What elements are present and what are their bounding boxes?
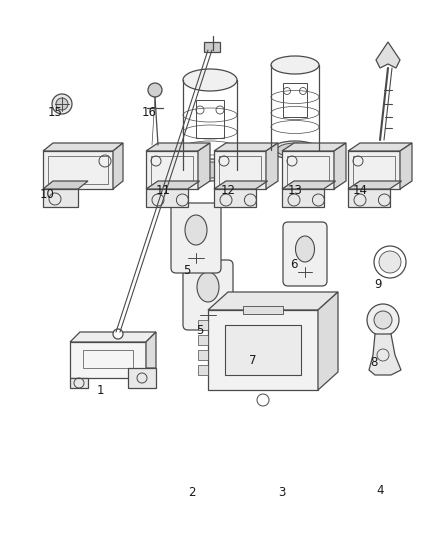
Text: 5: 5 [196, 324, 204, 336]
Ellipse shape [197, 272, 219, 302]
Polygon shape [282, 151, 334, 189]
Text: 9: 9 [374, 279, 382, 292]
Ellipse shape [277, 143, 313, 157]
FancyBboxPatch shape [183, 260, 233, 330]
Polygon shape [43, 143, 123, 151]
Bar [151, 156, 193, 184]
Polygon shape [348, 181, 402, 189]
Circle shape [148, 83, 162, 97]
Text: 5: 5 [184, 263, 191, 277]
Bar [196, 100, 224, 138]
Circle shape [52, 94, 72, 114]
Bar [198, 320, 208, 330]
Text: 16: 16 [141, 107, 156, 119]
Ellipse shape [185, 215, 207, 245]
Text: 14: 14 [353, 183, 367, 197]
Ellipse shape [183, 159, 237, 181]
Text: 3: 3 [278, 486, 286, 498]
Polygon shape [208, 292, 338, 310]
Polygon shape [214, 189, 256, 207]
Polygon shape [43, 151, 113, 189]
Polygon shape [198, 143, 210, 189]
Ellipse shape [271, 141, 319, 159]
Text: 2: 2 [188, 486, 196, 498]
Bar [48, 156, 108, 184]
Text: 15: 15 [48, 107, 63, 119]
Polygon shape [376, 42, 400, 68]
Polygon shape [70, 378, 88, 388]
Bar [198, 365, 208, 375]
Polygon shape [282, 143, 346, 151]
Bar [219, 156, 261, 184]
Text: 11: 11 [155, 183, 170, 197]
Bar [243, 306, 283, 314]
Text: 7: 7 [249, 353, 257, 367]
Polygon shape [146, 189, 187, 207]
Polygon shape [348, 189, 389, 207]
Bar [353, 156, 395, 184]
Polygon shape [214, 143, 278, 151]
Polygon shape [146, 143, 210, 151]
Ellipse shape [183, 69, 237, 91]
Polygon shape [348, 151, 400, 189]
Text: 6: 6 [290, 259, 298, 271]
Polygon shape [334, 143, 346, 189]
Ellipse shape [271, 56, 319, 74]
Polygon shape [43, 181, 88, 189]
Polygon shape [282, 189, 324, 207]
Polygon shape [282, 181, 336, 189]
Polygon shape [43, 189, 78, 207]
Text: 12: 12 [220, 183, 236, 197]
Bar [225, 325, 301, 375]
Circle shape [113, 329, 123, 339]
Circle shape [367, 304, 399, 336]
Circle shape [374, 246, 406, 278]
Polygon shape [128, 368, 156, 388]
Polygon shape [70, 342, 146, 378]
Bar [83, 350, 133, 368]
Polygon shape [266, 143, 278, 189]
Text: 10: 10 [39, 189, 54, 201]
Text: 13: 13 [288, 183, 302, 197]
Polygon shape [400, 143, 412, 189]
Polygon shape [318, 292, 338, 390]
Text: 8: 8 [370, 356, 378, 368]
Polygon shape [214, 181, 268, 189]
Circle shape [56, 98, 68, 110]
Bar [198, 350, 208, 360]
FancyBboxPatch shape [171, 203, 221, 273]
Circle shape [374, 311, 392, 329]
Bar [283, 83, 307, 117]
Bar [198, 335, 208, 345]
Ellipse shape [296, 236, 314, 262]
Polygon shape [369, 334, 401, 375]
Circle shape [379, 251, 401, 273]
Polygon shape [146, 151, 198, 189]
Bar [204, 42, 220, 52]
Text: 4: 4 [376, 483, 384, 497]
Polygon shape [214, 151, 266, 189]
Polygon shape [113, 143, 123, 189]
Bar [287, 156, 329, 184]
FancyBboxPatch shape [283, 222, 327, 286]
Polygon shape [348, 143, 412, 151]
Polygon shape [70, 332, 156, 342]
Text: 1: 1 [96, 384, 104, 397]
Polygon shape [146, 332, 156, 368]
Ellipse shape [190, 162, 230, 178]
Polygon shape [146, 181, 200, 189]
Polygon shape [208, 310, 318, 390]
